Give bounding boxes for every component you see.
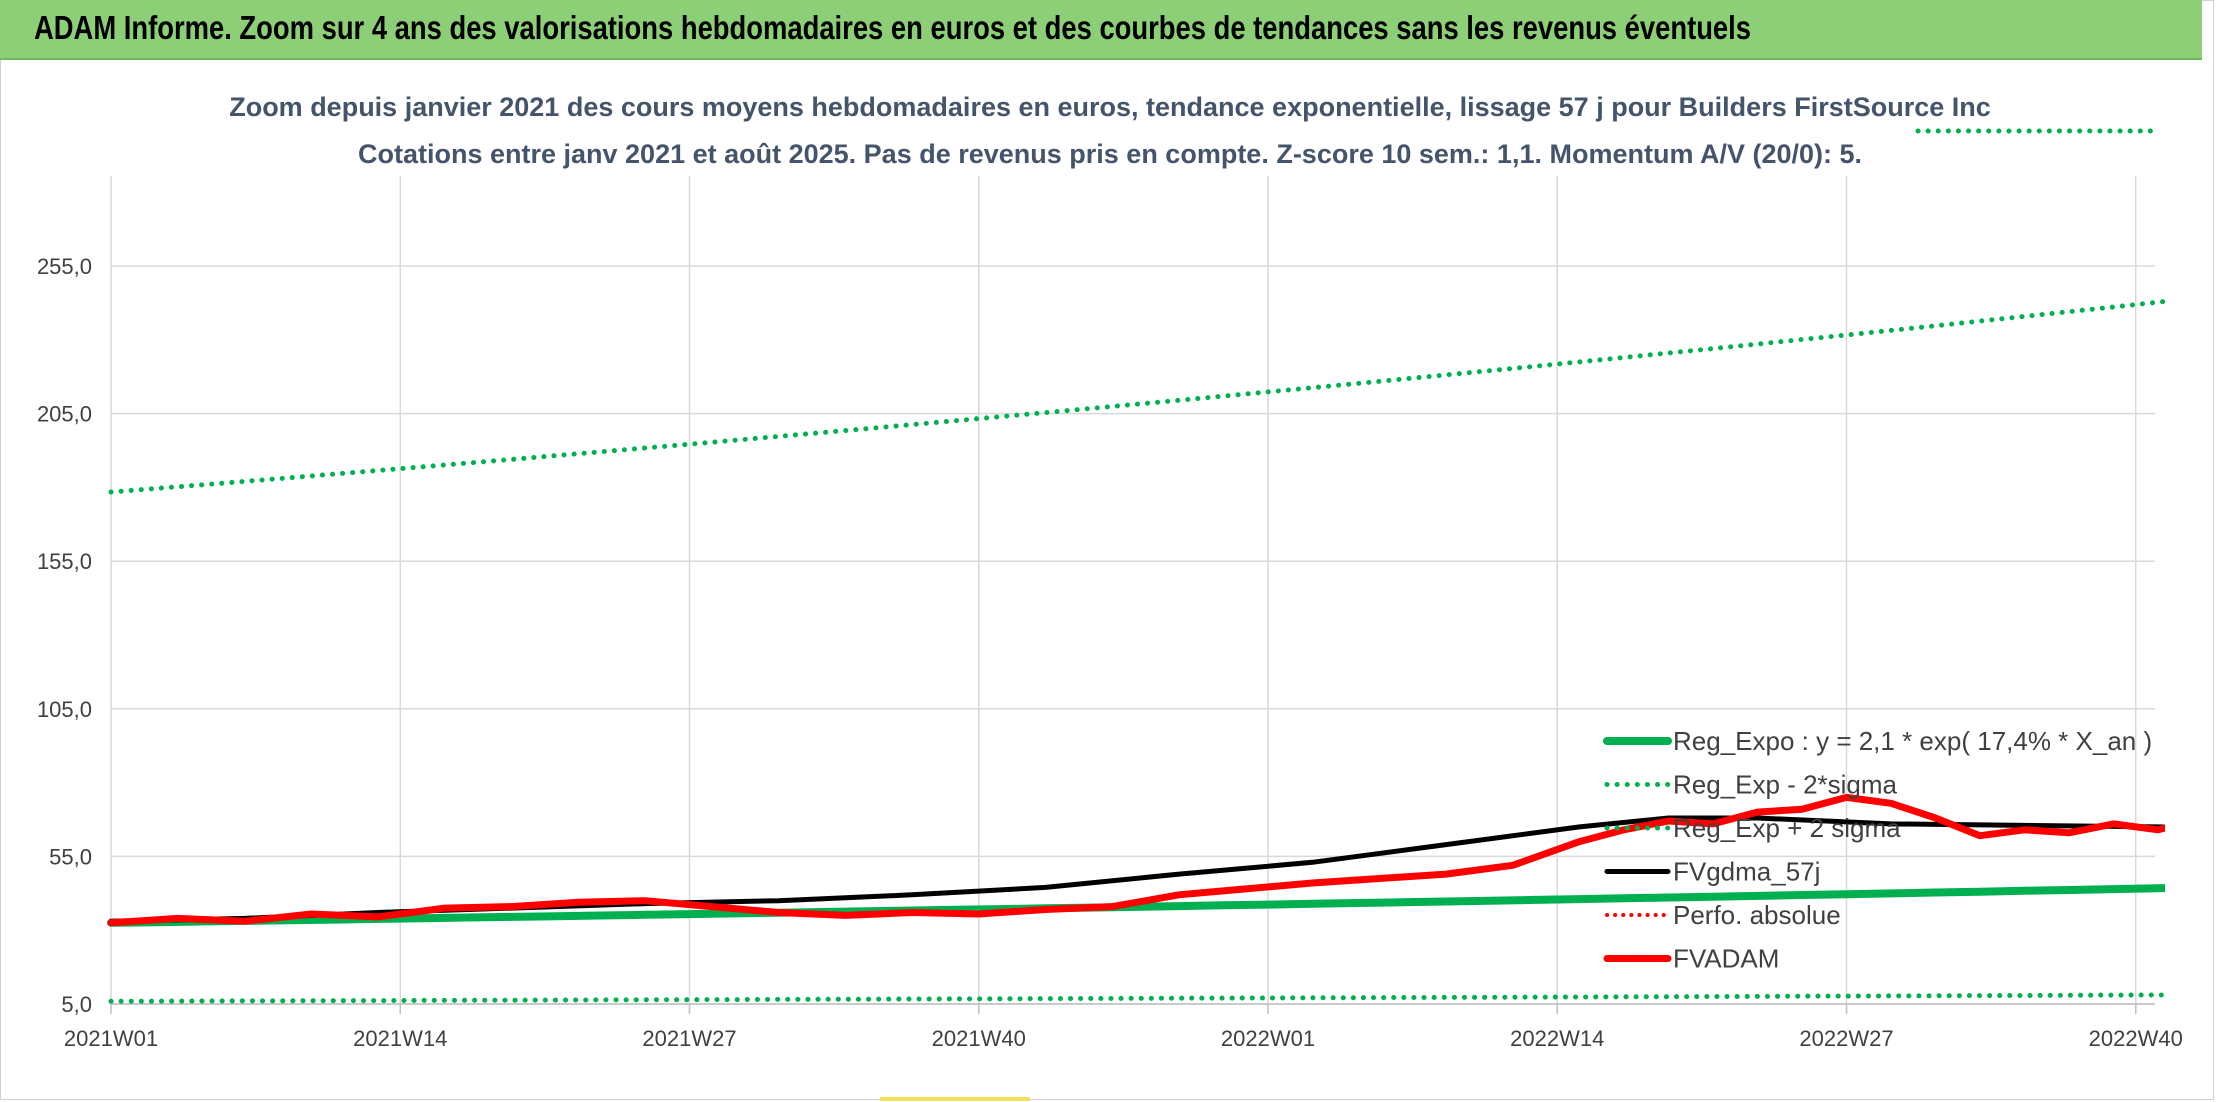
- series-line-0: [107, 884, 2165, 927]
- x-tick-label: 2022W27: [1799, 1026, 1893, 1051]
- grid: [110, 176, 2155, 1014]
- chart-subtitle: Cotations entre janv 2021 et août 2025. …: [358, 139, 1862, 169]
- header-banner: ADAM Informe. Zoom sur 4 ans des valoris…: [0, 0, 2202, 60]
- x-axis: 2021W01 2021W14 2021W27 2021W40 2022W01 2022W…: [64, 1026, 2183, 1051]
- x-tick-label: 2022W14: [1510, 1026, 1604, 1051]
- y-tick-label: 155,0: [37, 549, 92, 574]
- y-tick-label: 5,0: [61, 992, 92, 1017]
- legend-label: FVgdma_57j: [1673, 857, 1820, 887]
- chart-title: Zoom depuis janvier 2021 des cours moyen…: [229, 92, 1991, 122]
- plot-series: [107, 298, 2165, 1004]
- series-line-2: [108, 298, 2165, 495]
- series-line-1: [108, 992, 2165, 1004]
- legend-label: Reg_Exp + 2 sigma: [1673, 813, 1901, 843]
- banner-title: ADAM Informe. Zoom sur 4 ans des valoris…: [34, 9, 1752, 46]
- x-tick-label: 2022W40: [2089, 1026, 2183, 1051]
- series-line-5: [107, 793, 2165, 927]
- x-tick-label: 2021W40: [932, 1026, 1026, 1051]
- legend: Reg_Expo : y = 2,1 * exp( 17,4% * X_an )…: [1603, 726, 2152, 974]
- x-tick-label: 2021W14: [353, 1026, 447, 1051]
- legend-label: Reg_Exp - 2*sigma: [1673, 770, 1898, 800]
- y-tick-label: 205,0: [37, 402, 92, 427]
- legend-label: Perfo. absolue: [1673, 900, 1841, 930]
- x-tick-label: 2021W27: [642, 1026, 736, 1051]
- legend-label: FVADAM: [1673, 944, 1779, 974]
- bottom-marker: [880, 1097, 1030, 1101]
- y-tick-label: 105,0: [37, 697, 92, 722]
- series-line-3: [108, 815, 2165, 924]
- x-tick-label: 2022W01: [1221, 1026, 1315, 1051]
- y-tick-label: 255,0: [37, 254, 92, 279]
- plot-area: [107, 128, 2165, 1004]
- y-tick-label: 55,0: [49, 844, 92, 869]
- legend-label: Reg_Expo : y = 2,1 * exp( 17,4% * X_an ): [1673, 726, 2152, 756]
- x-tick-label: 2021W01: [64, 1026, 158, 1051]
- y-axis: 5,0 55,0 105,0 155,0 205,0 255,0: [37, 254, 92, 1017]
